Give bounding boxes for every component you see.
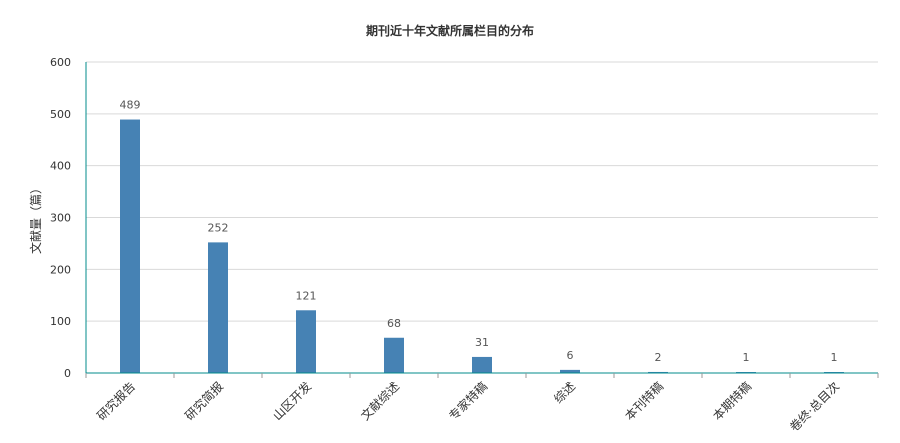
x-tick-label: 卷终·总目次 (786, 379, 842, 435)
x-tick-label: 山区开发 (270, 379, 315, 424)
bar (208, 242, 228, 373)
data-label: 252 (208, 221, 229, 234)
axes (85, 62, 879, 378)
data-label: 31 (475, 336, 489, 349)
tick-labels: 0 100 200 300 400 500 600 研究报告 研究简报 山区开发 文献综述 专家特稿 综… (50, 56, 842, 434)
bar (648, 371, 668, 373)
y-tick-label: 600 (50, 56, 71, 69)
y-tick-label: 0 (64, 367, 71, 380)
chart-title: 期刊近十年文献所属栏目的分布 (366, 23, 534, 38)
bar (384, 337, 404, 373)
y-tick-label: 100 (50, 315, 71, 328)
y-tick-label: 500 (50, 108, 71, 121)
data-label: 6 (567, 349, 574, 362)
x-tick-label: 本刊特稿 (622, 379, 667, 424)
data-label: 1 (831, 351, 838, 364)
bar (560, 369, 580, 373)
y-tick-label: 200 (50, 263, 71, 276)
data-label: 2 (655, 351, 662, 364)
x-tick-label: 本期特稿 (710, 379, 755, 424)
y-tick-label: 300 (50, 212, 71, 225)
data-label: 1 (743, 351, 750, 364)
data-label: 489 (120, 99, 141, 112)
x-tick-label: 文献综述 (358, 379, 403, 424)
bar (296, 310, 316, 373)
x-tick-label: 综述 (551, 379, 578, 406)
bars: 489 252 121 68 31 6 2 1 1 (120, 99, 844, 373)
x-tick-label: 研究报告 (94, 379, 139, 424)
bar (472, 356, 492, 373)
data-label: 121 (296, 289, 317, 302)
y-tick-label: 400 (50, 160, 71, 173)
grid-lines (86, 61, 878, 322)
x-tick-label: 研究简报 (182, 379, 227, 424)
data-label: 68 (387, 317, 401, 330)
y-axis-label: 文献量（篇） (28, 182, 43, 254)
x-tick-label: 专家特稿 (446, 379, 491, 424)
bar (120, 119, 140, 373)
